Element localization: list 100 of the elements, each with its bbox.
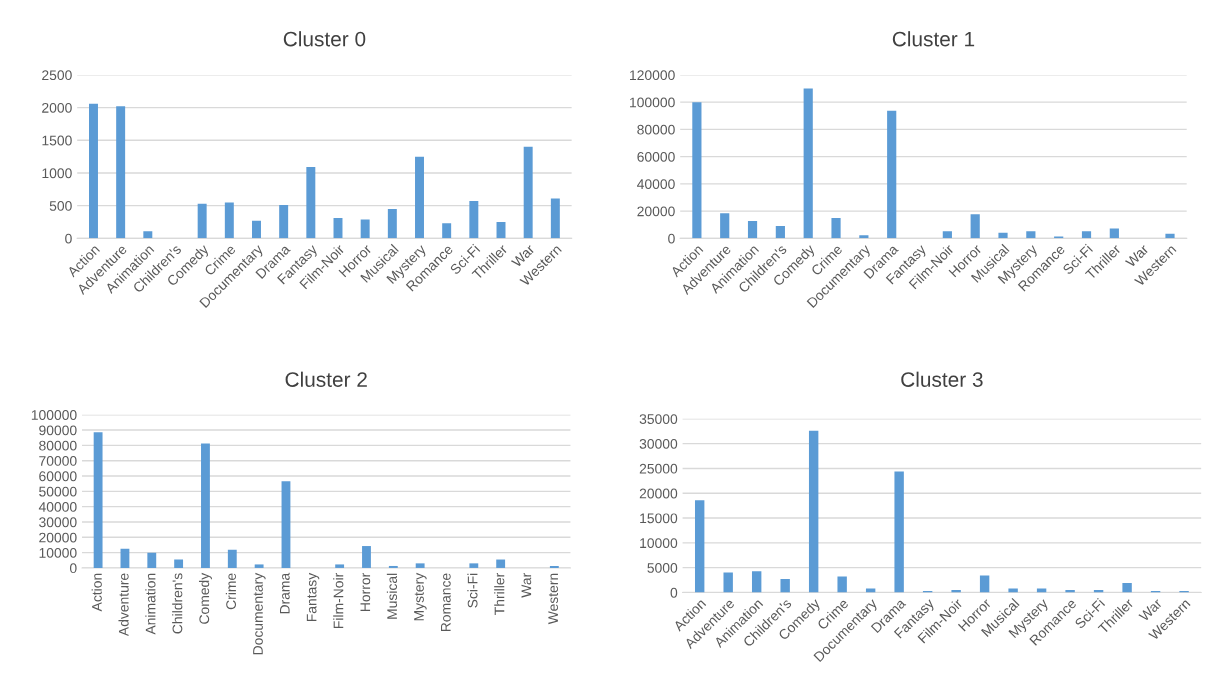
- bar: [831, 217, 841, 239]
- chart-title: Cluster 0: [283, 31, 366, 47]
- y-tick-label: 30000: [39, 517, 77, 528]
- x-tick-label: War: [521, 573, 532, 598]
- x-tick-label: Children's: [172, 573, 183, 634]
- bar: [147, 552, 157, 568]
- x-tick-label: Animation: [145, 573, 156, 635]
- bar: [894, 471, 904, 593]
- bar: [775, 225, 785, 239]
- y-tick-label: 80000: [39, 440, 77, 451]
- y-tick-label: 80000: [637, 124, 675, 135]
- bar: [360, 219, 370, 239]
- bar: [550, 198, 560, 239]
- y-tick-label: 2000: [42, 102, 72, 113]
- chart-title: Cluster 1: [892, 31, 975, 47]
- y-tick-label: 40000: [637, 179, 675, 190]
- x-tick-label: Romance: [441, 573, 451, 632]
- bar: [415, 563, 425, 568]
- x-tick-label: Mystery: [414, 572, 427, 621]
- y-tick-label: 500: [49, 201, 72, 211]
- bar: [998, 232, 1008, 239]
- bar: [227, 549, 237, 568]
- bar: [970, 214, 980, 239]
- y-tick-label: 35000: [639, 414, 678, 424]
- bar: [415, 156, 424, 239]
- chart-title: Cluster 3: [901, 371, 983, 387]
- bar: [837, 576, 847, 593]
- bar: [1165, 233, 1175, 239]
- bar: [859, 235, 869, 239]
- bar: [143, 231, 153, 239]
- x-tick-label: Drama: [280, 572, 290, 614]
- bar: [362, 546, 371, 568]
- bar: [723, 572, 733, 593]
- y-tick-label: 15000: [640, 513, 678, 524]
- bar: [93, 432, 103, 568]
- x-tick-label: Crime: [225, 573, 237, 610]
- bar: [279, 205, 289, 239]
- y-tick-label: 0: [670, 587, 678, 598]
- x-tick-label: Film-Noir: [333, 573, 344, 628]
- y-tick-label: 20000: [637, 206, 675, 217]
- bar: [281, 481, 291, 568]
- bar: [1109, 228, 1119, 239]
- bar: [387, 208, 397, 239]
- y-tick-label: 20000: [39, 532, 77, 543]
- bar: [197, 203, 207, 239]
- bar: [254, 564, 264, 568]
- bar: [751, 571, 762, 593]
- y-tick-label: 1000: [42, 168, 72, 179]
- bar: [694, 500, 705, 593]
- y-tick-label: 0: [65, 233, 72, 244]
- bar: [747, 221, 758, 239]
- bar: [1122, 583, 1132, 593]
- x-tick-label: Musical: [386, 573, 398, 619]
- bar: [469, 563, 479, 568]
- x-tick-label: Adventure: [118, 573, 129, 637]
- y-tick-label: 100000: [630, 97, 675, 108]
- bar: [89, 103, 98, 239]
- bar: [942, 231, 952, 239]
- bar: [442, 223, 452, 239]
- y-tick-label: 20000: [639, 488, 678, 499]
- x-tick-label: Western: [548, 573, 559, 625]
- bar: [469, 201, 479, 239]
- bar: [780, 579, 790, 593]
- x-tick-label: Horror: [360, 573, 371, 612]
- y-tick-label: 60000: [637, 151, 675, 162]
- x-tick-label: Thriller: [494, 573, 505, 615]
- y-tick-label: 100000: [31, 410, 77, 420]
- bar: [201, 443, 210, 568]
- y-tick-label: 2500: [42, 70, 72, 81]
- bar: [1081, 231, 1092, 239]
- bar: [808, 430, 819, 593]
- bar: [803, 88, 813, 239]
- bar: [496, 559, 506, 568]
- y-tick-label: 25000: [639, 463, 678, 474]
- y-tick-label: 30000: [639, 438, 678, 449]
- bar: [306, 167, 316, 239]
- y-tick-label: 0: [668, 233, 675, 244]
- y-tick-label: 5000: [647, 563, 678, 573]
- y-tick-label: 10000: [640, 538, 678, 549]
- y-tick-label: 1500: [42, 135, 72, 146]
- x-tick-label: Documentary: [253, 572, 266, 655]
- bar: [523, 146, 533, 239]
- y-tick-label: 90000: [39, 425, 77, 436]
- bar: [335, 564, 345, 568]
- y-tick-label: 60000: [39, 471, 77, 482]
- x-tick-label: Comedy: [198, 572, 212, 624]
- y-tick-label: 70000: [39, 456, 77, 466]
- y-tick-label: 120000: [630, 70, 675, 81]
- bar: [224, 202, 234, 239]
- bar: [252, 220, 261, 239]
- y-tick-label: 40000: [38, 502, 77, 512]
- x-tick-label: Sci-Fi: [467, 573, 478, 608]
- y-tick-label: 10000: [39, 547, 77, 558]
- bar: [174, 559, 184, 568]
- bar: [116, 106, 126, 239]
- bar: [887, 110, 897, 239]
- bar: [979, 575, 990, 593]
- bar: [720, 213, 730, 239]
- y-tick-label: 0: [69, 563, 77, 574]
- x-tick-label: Fantasy: [306, 572, 320, 622]
